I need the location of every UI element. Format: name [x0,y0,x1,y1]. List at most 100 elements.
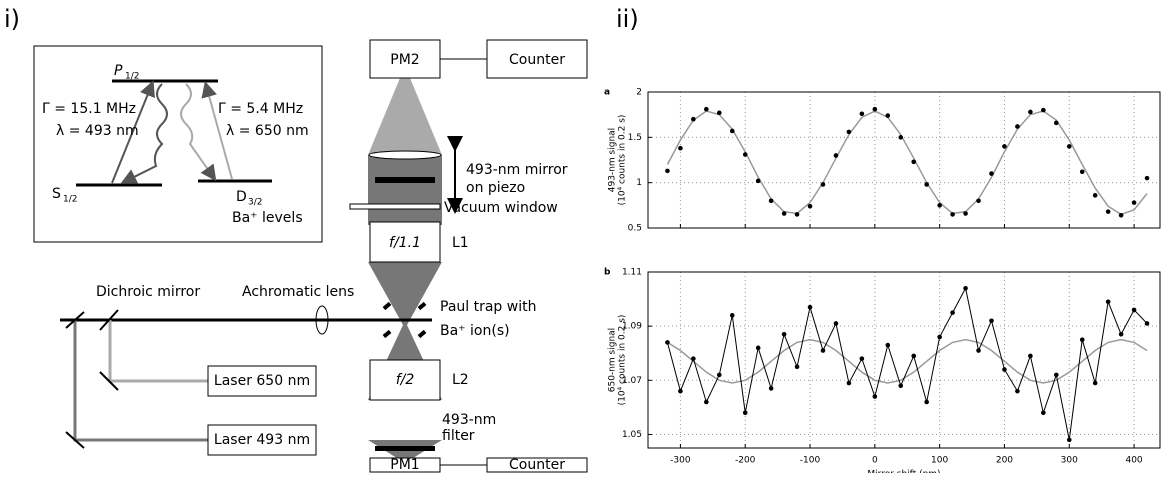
data-point [820,348,826,353]
data-point [1092,380,1098,386]
data-point [742,152,748,157]
y-tick-label: 0.5 [628,224,642,234]
level-label: P [114,63,123,79]
label: Counter [509,457,565,473]
filter [375,446,435,451]
label: PM1 [390,457,419,473]
level-label: S [52,186,61,202]
electrode [417,301,427,311]
level-sub: 1/2 [63,195,77,205]
data-point [1002,367,1007,372]
label: Ba⁺ ion(s) [440,323,510,339]
y-axis-label: (10⁴ counts in 0.2 s) [618,115,628,206]
data-point [963,285,968,291]
data-point [794,364,800,370]
level-label: D [236,189,247,205]
y-tick-label: 1.07 [622,376,642,386]
level-sub: 3/2 [248,198,262,208]
x-tick-label: 200 [996,456,1013,466]
y-tick-label: 1.05 [622,430,642,440]
data-point [755,178,761,184]
mirror [99,371,119,391]
data-point [729,313,735,318]
data-point [1092,193,1098,198]
level-text: Ba⁺ levels [232,210,303,226]
data-point [704,399,709,405]
data-point [1105,299,1111,305]
data-point [872,106,878,112]
window [349,203,441,210]
data-point [898,135,904,140]
label: Vacuum window [444,200,558,216]
data-point [742,410,748,416]
electrode [382,301,392,311]
data-point [1066,144,1072,149]
data-point [1131,200,1137,205]
data-point [898,383,904,389]
level-sub: 1/2 [125,72,139,82]
data-point [885,113,891,118]
data-point [911,159,917,165]
data-point [1054,120,1059,126]
label: 493-nm [442,412,496,428]
data-point [691,356,696,361]
label: Laser 493 nm [214,432,310,448]
x-tick-label: -200 [735,456,756,466]
data-point [950,310,955,315]
level-text: Γ = 15.1 MHz [42,101,136,117]
data-point [1118,331,1124,337]
data-point [665,168,670,174]
data-point [1066,437,1072,443]
beam [368,78,442,155]
transition [201,81,233,180]
plot-frame [647,91,1161,229]
data-point [1028,109,1033,115]
data-point [691,116,696,122]
electrode [417,329,427,339]
level-text: Γ = 5.4 MHz [218,101,303,117]
data-point [716,372,722,378]
panel-label: i) [4,5,20,33]
label: L1 [452,235,469,251]
box [207,365,317,397]
data-point [963,211,968,216]
x-tick-label: -100 [800,456,821,466]
panel-letter: b [604,268,611,278]
data-point [859,356,865,361]
data-point [1131,307,1137,313]
x-tick-label: 400 [1125,456,1142,466]
box [207,424,317,456]
beam [368,262,442,325]
data-point [807,203,813,209]
panel-label: ii) [616,5,639,33]
panel-letter: a [604,88,610,98]
label: on piezo [466,180,525,196]
beam [108,320,208,383]
data-point [794,212,800,217]
data-point [924,182,929,187]
beam [368,155,442,225]
data-point [937,334,942,340]
series-line [666,110,1148,216]
data-point [846,129,852,135]
box [486,39,588,79]
label: f/2 [396,372,415,388]
data-point [1028,353,1033,359]
data-point [833,321,839,326]
data-point [729,128,735,134]
data-point [807,304,813,310]
lens [315,305,329,335]
series-line [666,286,1148,440]
data-point [1015,124,1020,129]
label: L2 [452,372,469,388]
data-point [937,203,942,208]
label: Laser 650 nm [214,373,310,389]
label: Counter [509,52,565,68]
data-point [1015,388,1020,394]
x-tick-label: 100 [931,456,948,466]
data-point [678,388,683,394]
mirror [375,177,435,183]
data-point [950,212,955,217]
data-point [872,394,878,399]
label: Paul trap with [440,299,536,315]
